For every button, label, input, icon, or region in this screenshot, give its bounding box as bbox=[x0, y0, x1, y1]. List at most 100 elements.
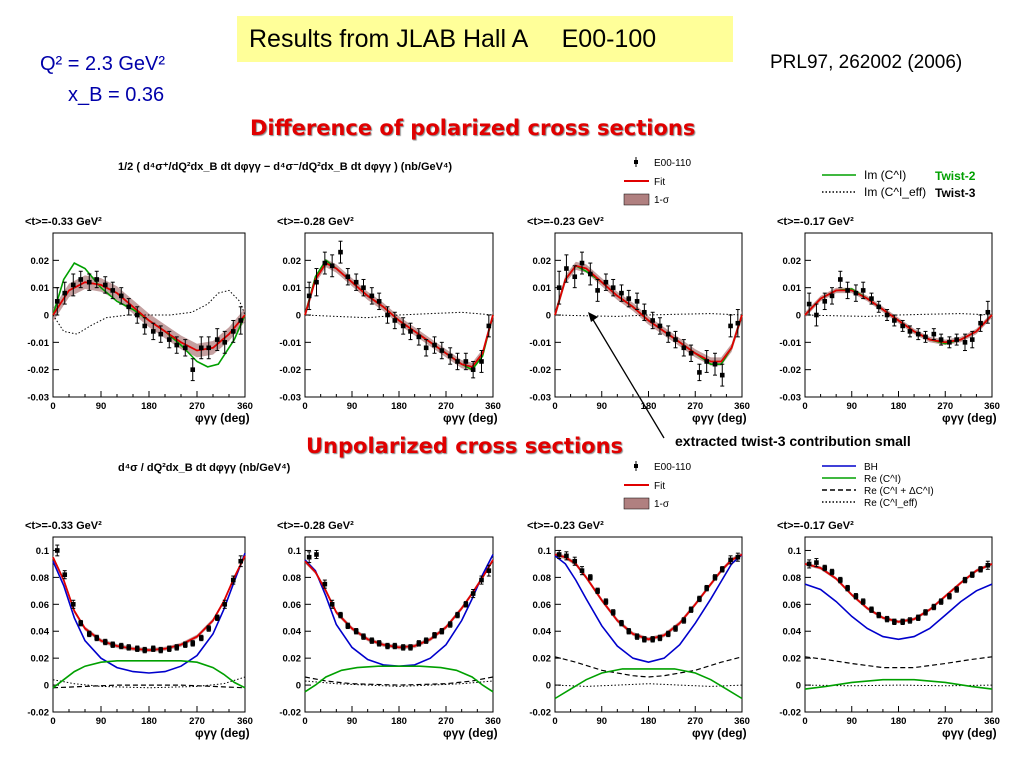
legend-bottom-left-band-swatch bbox=[623, 497, 650, 510]
data-point bbox=[688, 350, 694, 356]
data-point bbox=[829, 293, 835, 299]
plot-frame bbox=[804, 536, 993, 713]
data-point bbox=[361, 634, 366, 639]
legend-top-right-label: Im (C^I_eff) bbox=[864, 185, 926, 199]
data-point bbox=[704, 359, 709, 364]
data-point bbox=[673, 626, 678, 631]
data-point bbox=[182, 345, 188, 351]
data-point bbox=[947, 593, 952, 599]
plot-frame bbox=[554, 232, 743, 398]
data-point bbox=[728, 557, 733, 563]
data-point bbox=[166, 646, 172, 652]
data-point bbox=[838, 577, 843, 583]
data-point bbox=[619, 290, 624, 296]
x-tick-label: 360 bbox=[984, 401, 1000, 412]
data-point bbox=[860, 599, 866, 604]
data-point bbox=[719, 372, 725, 378]
data-point bbox=[876, 612, 882, 618]
data-point bbox=[70, 282, 76, 288]
data-point bbox=[572, 558, 578, 564]
y-tick-label: 0.08 bbox=[283, 573, 302, 584]
data-point bbox=[853, 290, 859, 296]
plot-frame bbox=[804, 232, 993, 398]
data-point bbox=[158, 331, 164, 337]
data-point bbox=[900, 619, 905, 625]
data-point bbox=[376, 299, 382, 304]
x-tick-label: 0 bbox=[302, 716, 307, 727]
data-point bbox=[447, 353, 453, 359]
data-point bbox=[814, 312, 819, 318]
data-point bbox=[322, 260, 328, 266]
x-axis-label: φγγ (deg) bbox=[443, 726, 498, 740]
y-tick-label: 0.1 bbox=[288, 546, 302, 557]
data-point bbox=[158, 647, 164, 653]
data-point bbox=[470, 591, 476, 596]
section-title-unpolarized: Unpolarized cross sections bbox=[306, 434, 624, 458]
data-point bbox=[230, 577, 236, 583]
x-tick-label: 180 bbox=[641, 401, 657, 412]
panel-title: <t>=-0.33 GeV² bbox=[25, 216, 102, 228]
data-point bbox=[62, 572, 68, 577]
data-point bbox=[432, 632, 437, 638]
data-point bbox=[712, 575, 718, 580]
green-curve bbox=[52, 660, 246, 689]
y-tick-label: -0.03 bbox=[529, 393, 551, 404]
data-point bbox=[579, 260, 585, 266]
x-tick-label: 90 bbox=[846, 401, 857, 412]
data-point bbox=[869, 607, 874, 612]
data-point bbox=[876, 304, 882, 310]
data-point bbox=[479, 359, 484, 364]
data-point bbox=[923, 610, 928, 615]
data-point bbox=[915, 331, 921, 337]
twist3-curve bbox=[52, 289, 246, 335]
data-point bbox=[230, 329, 236, 334]
data-point bbox=[432, 342, 437, 348]
fit-curve bbox=[804, 289, 993, 344]
page-title: Results from JLAB Hall A E00-100 bbox=[249, 24, 657, 53]
chart-panel: <t>=-0.33 GeV²0.10.080.060.040.020-0.020… bbox=[25, 520, 253, 740]
data-point bbox=[134, 646, 140, 652]
data-point bbox=[463, 602, 469, 607]
fit-curve bbox=[304, 261, 494, 368]
data-point bbox=[455, 359, 460, 364]
data-point bbox=[206, 345, 212, 351]
data-point bbox=[238, 558, 244, 564]
data-point bbox=[479, 577, 484, 583]
y-tick-label: 0.01 bbox=[533, 283, 552, 294]
data-point bbox=[985, 309, 991, 315]
data-point bbox=[688, 607, 694, 612]
y-tick-label: -0.02 bbox=[529, 708, 551, 719]
data-point bbox=[556, 285, 562, 290]
data-point bbox=[626, 628, 632, 634]
data-point bbox=[665, 331, 671, 337]
data-point bbox=[735, 320, 741, 326]
data-point bbox=[954, 587, 959, 592]
legend-top-left-label-data: E00-110 bbox=[654, 158, 692, 169]
x-tick-label: 90 bbox=[347, 716, 358, 727]
data-point bbox=[735, 554, 741, 560]
data-point bbox=[78, 620, 84, 626]
data-point bbox=[697, 596, 702, 602]
data-point bbox=[486, 323, 492, 329]
green-curve bbox=[804, 678, 993, 690]
y-tick-label: 0.06 bbox=[533, 600, 552, 611]
data-point bbox=[938, 337, 944, 342]
data-point bbox=[423, 345, 429, 351]
y-tick-label: 0.01 bbox=[783, 283, 802, 294]
data-point bbox=[985, 562, 991, 568]
y-tick-label: -0.02 bbox=[279, 708, 301, 719]
green-curve bbox=[304, 665, 494, 693]
plot-frame bbox=[304, 232, 494, 398]
data-point bbox=[642, 637, 647, 642]
fit-error-band bbox=[53, 275, 245, 358]
data-point bbox=[118, 293, 124, 299]
x-tick-label: 360 bbox=[984, 716, 1000, 727]
data-point bbox=[884, 312, 890, 318]
x-tick-label: 360 bbox=[734, 401, 750, 412]
data-point bbox=[329, 263, 335, 269]
y-tick-label: 0.08 bbox=[31, 573, 50, 584]
data-point bbox=[814, 560, 819, 565]
y-tick-label: -0.02 bbox=[27, 708, 49, 719]
